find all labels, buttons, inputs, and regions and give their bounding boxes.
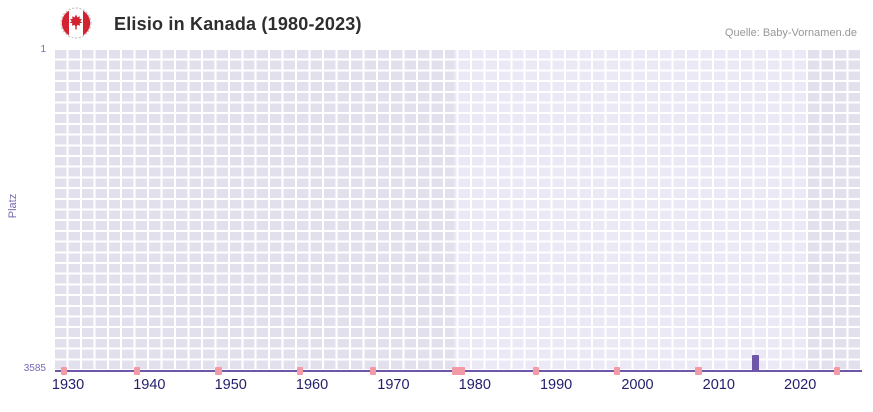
rare-year-marker[interactable] — [451, 367, 465, 375]
rare-year-marker[interactable] — [60, 367, 68, 375]
plot-area[interactable] — [55, 50, 862, 375]
x-tick-label: 1980 — [458, 377, 491, 393]
source-credit: Quelle: Baby-Vornamen.de — [724, 27, 857, 39]
rare-year-marker[interactable] — [695, 367, 702, 375]
rare-year-marker[interactable] — [833, 367, 841, 375]
rare-year-marker[interactable] — [613, 367, 621, 375]
x-tick-label: 1940 — [133, 377, 166, 393]
x-tick-label: 2000 — [621, 377, 654, 393]
rank-bar[interactable] — [751, 355, 760, 371]
plot-grid — [55, 50, 862, 371]
y-tick-min: 3585 — [23, 363, 46, 374]
x-axis-labels: 1930 1940 1950 1960 1970 1980 1990 2000 2010 2020 — [51, 377, 862, 397]
rare-year-marker[interactable] — [215, 367, 222, 375]
rare-year-marker[interactable] — [296, 367, 304, 375]
plot-marks — [55, 50, 862, 375]
x-tick-label: 1970 — [377, 377, 410, 393]
canada-flag-icon — [60, 7, 92, 39]
x-tick-label: 1960 — [295, 377, 329, 393]
x-tick-label: 2010 — [702, 377, 735, 393]
rare-year-marker[interactable] — [133, 367, 141, 375]
x-tick-label: 1950 — [214, 377, 247, 393]
x-tick-label: 1930 — [51, 377, 85, 393]
y-tick-max: 1 — [40, 44, 46, 55]
x-tick-label: 1990 — [539, 377, 573, 393]
y-axis-title: Platz — [7, 193, 19, 219]
rare-year-marker[interactable] — [369, 367, 377, 375]
x-tick-label: 2020 — [784, 377, 817, 393]
chart-title: Elisio in Kanada (1980-2023) — [114, 14, 362, 34]
rare-year-marker[interactable] — [532, 367, 540, 375]
